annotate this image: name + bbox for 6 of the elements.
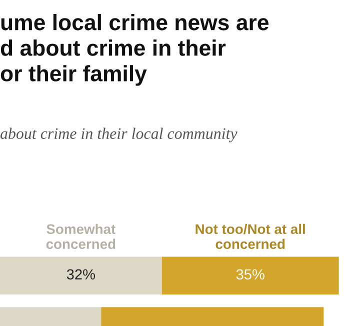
series-label: Not too/Not at all concerned bbox=[196, 224, 305, 250]
chart-title: ume local crime news are d about crime in their or their family bbox=[0, 14, 269, 86]
chart-subtitle: about crime in their local community bbox=[0, 128, 238, 142]
data-label: 32% bbox=[66, 269, 95, 280]
series-label: Somewhat concerned bbox=[46, 224, 116, 250]
data-label: 35% bbox=[236, 269, 264, 280]
